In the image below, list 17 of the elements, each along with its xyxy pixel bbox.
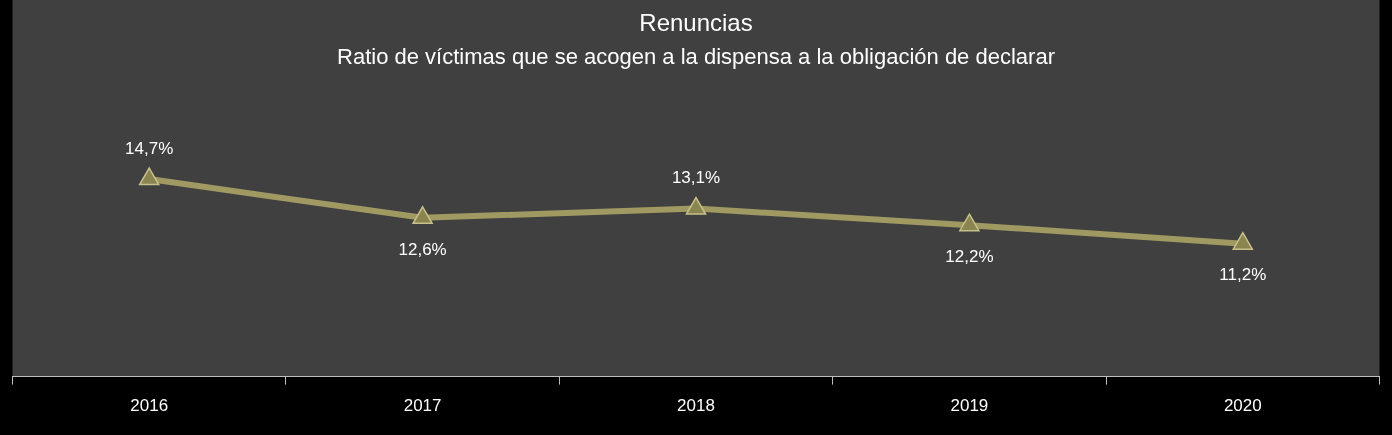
chart-title: Renuncias bbox=[639, 9, 753, 37]
data-label: 12,2% bbox=[945, 246, 994, 266]
point bbox=[685, 196, 707, 215]
point bbox=[412, 206, 433, 225]
point bbox=[138, 167, 160, 186]
data-label: 13,1% bbox=[671, 168, 721, 188]
point bbox=[1232, 231, 1254, 250]
x-tick-label: 2018 bbox=[677, 396, 715, 416]
x-tick-label: 2019 bbox=[950, 396, 989, 416]
point bbox=[959, 213, 980, 232]
chart-subtitle: Ratio de víctimas que se acogen a la dispensa a la obligación de declarar bbox=[337, 44, 1055, 70]
data-label: 14,7% bbox=[125, 138, 174, 158]
x-tick-label: 2016 bbox=[130, 396, 169, 416]
data-label: 12,6% bbox=[398, 239, 447, 259]
x-tick-label: 2020 bbox=[1223, 396, 1262, 416]
x-tick-label: 2017 bbox=[403, 396, 442, 416]
data-label: 11,2% bbox=[1219, 265, 1267, 285]
